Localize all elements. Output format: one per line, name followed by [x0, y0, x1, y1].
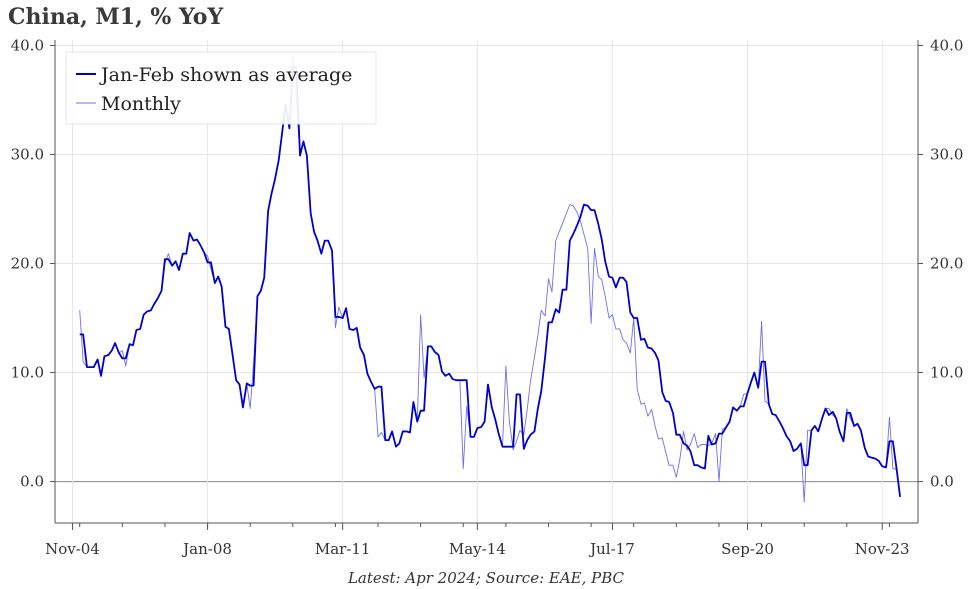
legend-box: [65, 51, 377, 125]
legend: Jan-Feb shown as average Monthly: [65, 51, 377, 125]
source-note: Latest: Apr 2024; Source: EAE, PBC: [347, 569, 625, 587]
y-tick-label-right: 0.0: [930, 473, 954, 491]
y-tick-label-left: 20.0: [11, 255, 44, 273]
axis-layer: 0.0 0.0 10.0 10.0 20.0 20.0 30.0 30.0 40.0 40.0 No…: [11, 36, 964, 558]
y-tick-label-left: 10.0: [11, 364, 44, 382]
y-tick-label-left: 40.0: [11, 36, 44, 54]
legend-label-monthly: Monthly: [101, 93, 181, 115]
x-tick-label: Sep-20: [721, 540, 774, 558]
y-tick-label-left: 30.0: [11, 145, 44, 163]
y-tick-label-right: 40.0: [930, 36, 963, 54]
chart-title: China, M1, % YoY: [8, 4, 224, 30]
x-tick-label: Nov-23: [855, 540, 910, 558]
legend-label-average: Jan-Feb shown as average: [99, 64, 352, 86]
y-tick-label-right: 30.0: [930, 145, 963, 163]
series-line-average: [79, 66, 901, 497]
x-tick-label: Jul-17: [588, 540, 635, 558]
x-tick-label: May-14: [449, 540, 506, 558]
y-tick-label-right: 10.0: [930, 364, 963, 382]
series-layer: [79, 55, 901, 503]
y-tick-label-right: 20.0: [930, 255, 963, 273]
x-tick-label: Nov-04: [45, 540, 100, 558]
x-tick-label: Jan-08: [181, 540, 232, 558]
x-tick-label: Mar-11: [315, 540, 371, 558]
y-tick-label-left: 0.0: [20, 473, 44, 491]
